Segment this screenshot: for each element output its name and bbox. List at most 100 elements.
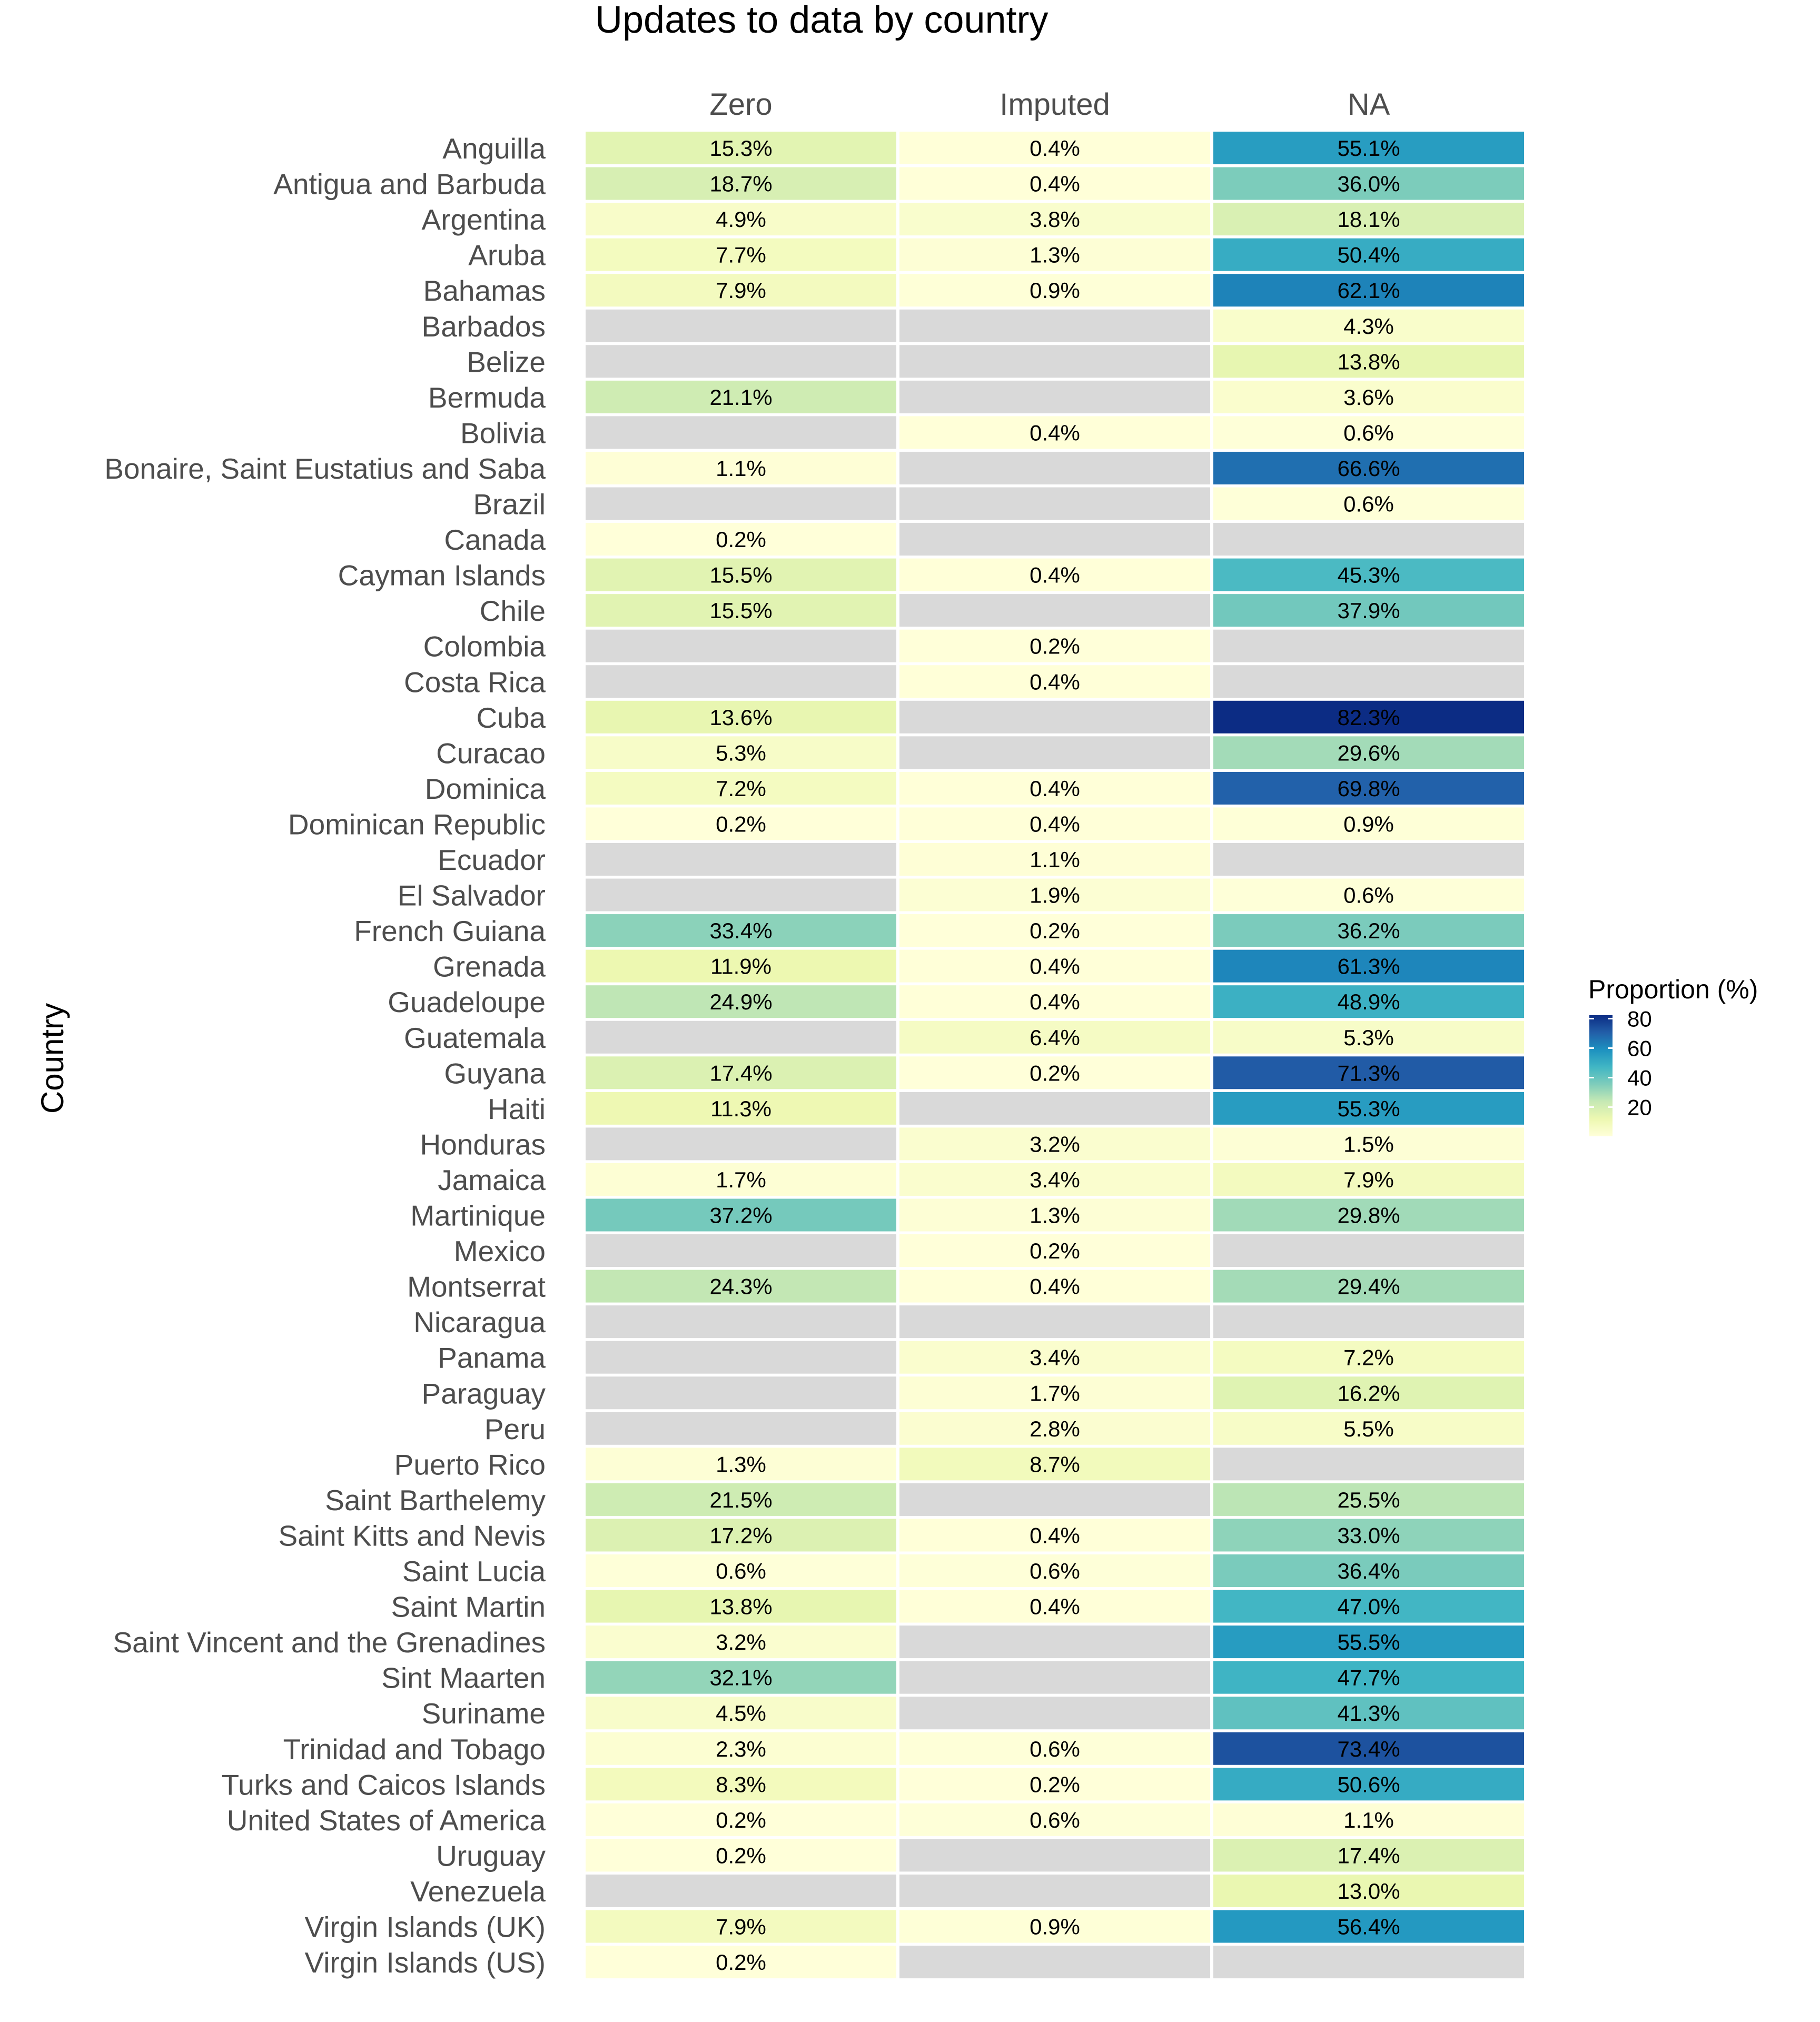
heatmap-cell	[899, 1056, 1210, 1089]
cell-value-label: 17.4%	[1337, 1843, 1400, 1868]
row-label: Panama	[438, 1342, 546, 1374]
row-label: United States of America	[227, 1804, 546, 1837]
heatmap-cell	[586, 1625, 896, 1659]
heatmap-cell	[1213, 1554, 1524, 1587]
cell-value-label: 17.4%	[709, 1060, 772, 1085]
cell-value-label: 15.5%	[709, 563, 772, 588]
heatmap-cell	[586, 985, 896, 1018]
heatmap-cell	[1213, 416, 1524, 449]
cell-value-label: 36.4%	[1337, 1559, 1400, 1583]
heatmap-cell	[899, 949, 1210, 983]
cell-value-label: 0.9%	[1343, 811, 1394, 836]
heatmap-cell	[586, 1305, 896, 1339]
cell-value-label: 1.3%	[1030, 1203, 1080, 1228]
row-label: Martinique	[410, 1200, 546, 1232]
cell-value-label: 0.4%	[1030, 989, 1080, 1014]
row-label: Guyana	[444, 1057, 546, 1089]
row-label: French Guiana	[354, 915, 546, 947]
heatmap-cell	[899, 1625, 1210, 1659]
row-label: Sint Maarten	[381, 1662, 546, 1694]
heatmap-cell	[586, 380, 896, 413]
cell-value-label: 3.4%	[1030, 1167, 1080, 1192]
cell-value-label: 29.6%	[1337, 740, 1400, 765]
heatmap-cell	[899, 629, 1210, 662]
heatmap-cell	[1213, 700, 1524, 734]
heatmap-cell	[899, 1519, 1210, 1552]
cell-value-label: 24.9%	[709, 989, 772, 1014]
cell-value-label: 0.2%	[716, 1843, 766, 1868]
cell-value-label: 0.2%	[1030, 1772, 1080, 1797]
cell-value-label: 11.9%	[710, 954, 771, 979]
heatmap-cell	[899, 914, 1210, 947]
heatmap-cell	[1213, 1412, 1524, 1445]
cell-value-label: 1.5%	[1343, 1132, 1394, 1156]
cell-value-label: 0.6%	[1030, 1737, 1080, 1761]
heatmap-cell	[586, 771, 896, 805]
heatmap-cell	[1213, 238, 1524, 271]
cell-value-label: 1.7%	[1030, 1381, 1080, 1405]
cell-value-label: 0.2%	[716, 527, 766, 552]
legend-tick-label: 80	[1627, 1006, 1652, 1031]
row-label: Suriname	[422, 1697, 546, 1730]
cell-value-label: 13.6%	[709, 705, 772, 730]
row-label: Saint Vincent and the Grenadines	[113, 1626, 546, 1659]
heatmap-cell	[586, 1839, 896, 1872]
heatmap-cell	[586, 274, 896, 307]
heatmap-cell	[899, 416, 1210, 449]
heatmap-cell	[1213, 1270, 1524, 1303]
heatmap-cell	[899, 985, 1210, 1018]
heatmap-cell	[899, 736, 1210, 769]
cell-value-label: 36.2%	[1337, 918, 1400, 943]
cell-value-label: 3.8%	[1030, 207, 1080, 232]
heatmap-cell	[1213, 203, 1524, 236]
heatmap-cell	[1213, 1341, 1524, 1374]
heatmap-cell	[1213, 1590, 1524, 1623]
cell-value-label: 15.3%	[709, 136, 772, 161]
cell-value-label: 0.2%	[1030, 1238, 1080, 1263]
row-label: Paraguay	[422, 1377, 546, 1410]
heatmap-cell	[899, 487, 1210, 520]
heatmap-cell	[899, 1768, 1210, 1801]
heatmap-cell	[899, 1661, 1210, 1694]
cell-value-label: 0.4%	[1030, 954, 1080, 979]
heatmap-cell	[899, 1163, 1210, 1196]
cell-value-label: 0.4%	[1030, 1523, 1080, 1548]
heatmap-cell	[586, 1483, 896, 1516]
heatmap-cell	[586, 1946, 896, 1979]
cell-value-label: 33.0%	[1337, 1523, 1400, 1548]
legend-tick-label: 40	[1627, 1066, 1652, 1091]
heatmap-cell	[586, 1590, 896, 1623]
y-axis-title: Country	[35, 1003, 70, 1114]
heatmap-cell	[899, 843, 1210, 876]
cell-value-label: 7.9%	[716, 1915, 766, 1939]
heatmap-cell	[1213, 1056, 1524, 1089]
heatmap-cell	[899, 1554, 1210, 1587]
row-label: Trinidad and Tobago	[283, 1733, 546, 1766]
cell-value-label: 47.7%	[1337, 1666, 1400, 1690]
heatmap-cell	[1213, 132, 1524, 164]
heatmap-cell	[1213, 1305, 1524, 1339]
row-label: Uruguay	[436, 1839, 546, 1872]
cell-value-label: 55.1%	[1337, 136, 1400, 161]
heatmap-cell	[1213, 309, 1524, 342]
heatmap-cell	[1213, 1661, 1524, 1694]
heatmap-cell	[586, 238, 896, 271]
row-label: Antigua and Barbuda	[273, 168, 546, 201]
heatmap-cell	[1213, 1803, 1524, 1836]
cell-value-label: 1.1%	[1030, 847, 1080, 872]
heatmap-cell	[899, 132, 1210, 164]
cell-value-label: 15.5%	[709, 598, 772, 623]
heatmap-cell	[1213, 167, 1524, 200]
cell-value-label: 1.3%	[1030, 243, 1080, 267]
row-label: Ecuador	[438, 844, 546, 876]
cell-value-label: 3.6%	[1343, 385, 1394, 410]
heatmap-cell	[899, 1341, 1210, 1374]
heatmap-cell	[899, 771, 1210, 805]
heatmap-cell	[586, 665, 896, 698]
row-label: Chile	[480, 594, 546, 627]
cell-value-label: 0.4%	[1030, 1274, 1080, 1299]
cell-value-label: 55.3%	[1337, 1096, 1400, 1121]
heatmap-cell	[586, 203, 896, 236]
heatmap-cell	[586, 1163, 896, 1196]
heatmap-cell	[899, 1590, 1210, 1623]
